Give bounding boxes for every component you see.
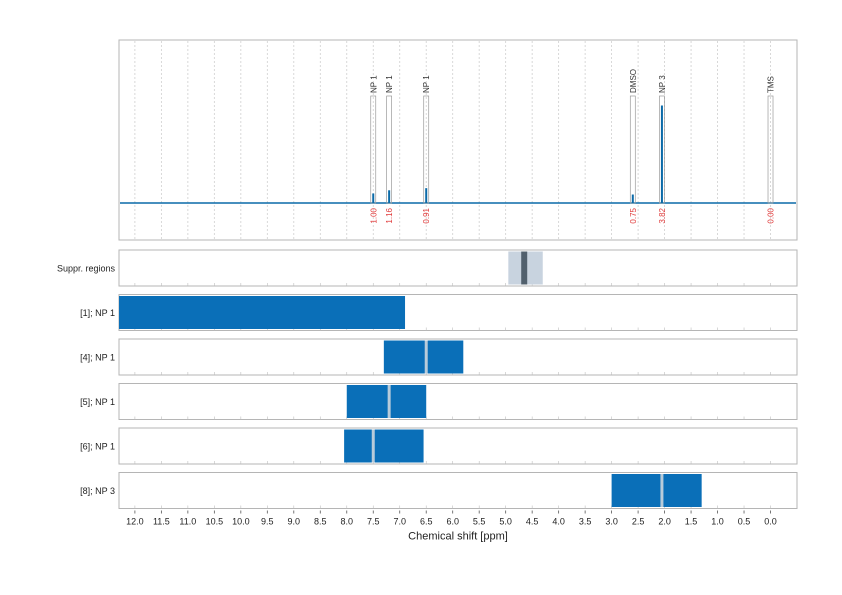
x-axis-label: Chemical shift [ppm] [408,531,508,543]
spectrum-panel [118,39,798,241]
x-tick-label: 8.5 [314,517,327,527]
region-rows: Suppr. regions [1]; NP 1 [4]; NP 1 [5]; NP … [57,249,798,509]
region-row-frame [118,383,798,420]
x-tick-label: 9.5 [261,517,274,527]
x-tick-label: 10.0 [232,517,250,527]
x-tick-label: 11.5 [153,517,170,527]
region-row-label: [6]; NP 1 [80,442,115,452]
peak-annotation-box [386,95,392,204]
region-bar [383,340,464,374]
x-tick-label: 6.5 [420,517,433,527]
region-marker [424,340,428,374]
spectrum-layer: NP 1 1.00 NP 1 1.16 NP 1 0.91 DMSO 0.75 NP 3 3.82… [120,69,796,224]
x-axis: 12.0 11.5 11.0 10.5 10.0 9.5 9.0 8.5 8.0 7.5 7.0 6.… [126,510,777,527]
peak-annotation-box [629,95,636,204]
region-row-label: Suppr. regions [57,264,116,274]
x-tick-label: 2.5 [632,517,645,527]
region-row-label: [8]; NP 3 [80,486,115,496]
region-bar [344,429,424,463]
x-tick-label: 7.5 [367,517,380,527]
x-tick-label: 9.0 [288,517,301,527]
x-tick-label: 5.0 [499,517,512,527]
peak-label: TMS [767,76,776,93]
region-row-label: [1]; NP 1 [80,308,115,318]
x-tick-label: 3.0 [605,517,618,527]
peak-label: NP 1 [422,75,431,93]
peak-label: DMSO [629,69,638,93]
x-tick-label: 4.5 [526,517,539,527]
peak-integral: 1.16 [385,207,394,223]
peak-integral: 0.91 [422,207,431,223]
x-tick-label: 1.5 [685,517,698,527]
x-tick-label: 7.0 [393,517,406,527]
peak-integral: 0.00 [767,207,776,223]
x-tick-label: 8.0 [341,517,354,527]
region-marker [371,429,375,463]
region-row-frame [118,249,798,287]
x-tick-label: 5.5 [473,517,486,527]
peak-annotation-box [767,95,774,204]
region-bar [119,296,406,329]
peak-integral: 0.75 [629,207,638,223]
x-tick-label: 10.5 [206,517,224,527]
x-tick-label: 12.0 [126,517,144,527]
region-marker [660,474,664,507]
x-tick-label: 6.0 [446,517,459,527]
x-tick-label: 3.5 [579,517,592,527]
x-tick-label: 2.0 [658,517,671,527]
peak-integral: 1.00 [369,207,378,223]
x-tick-label: 4.0 [552,517,565,527]
peak-integral: 3.82 [658,207,667,223]
region-row-frame [118,427,798,465]
region-bar [346,385,427,418]
x-tick-label: 1.0 [711,517,724,527]
peak-label: NP 1 [385,75,394,93]
x-tick-label: 11.0 [179,517,196,527]
region-marker [521,251,528,285]
x-tick-label: 0.5 [738,517,751,527]
region-row-label: [5]; NP 1 [80,397,115,407]
region-marker [387,385,391,418]
peak-label: NP 3 [658,75,667,93]
grid-lines [134,41,771,239]
x-tick-label: 0.0 [764,517,777,527]
region-row-label: [4]; NP 1 [80,353,115,363]
region-bar [611,474,702,507]
peak-label: NP 1 [369,75,378,93]
